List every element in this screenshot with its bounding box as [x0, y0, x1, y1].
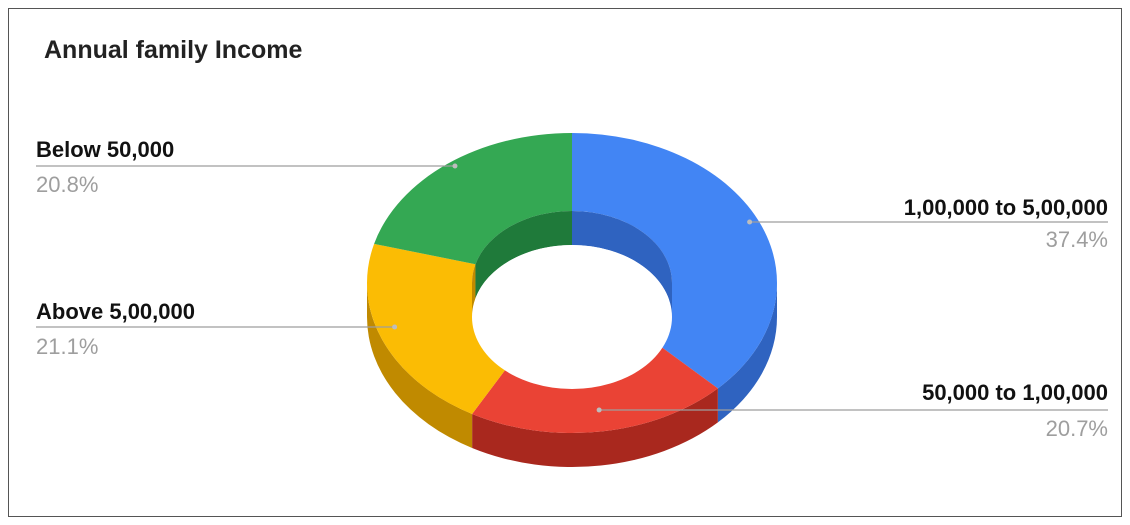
slice-top-3: [374, 133, 572, 265]
slice-labels: 1,00,000 to 5,00,000 37.4% 50,000 to 1,00,…: [36, 137, 1108, 441]
leader-dot-0: [747, 219, 753, 225]
donut-slices: [367, 133, 777, 433]
leader-dot-2: [392, 324, 398, 330]
slice-value-0: 37.4%: [1046, 227, 1108, 252]
slice-label-3: Below 50,000: [36, 137, 174, 162]
slice-label-0: 1,00,000 to 5,00,000: [904, 195, 1108, 220]
leader-dot-3: [452, 163, 458, 169]
slice-label-1: 50,000 to 1,00,000: [922, 380, 1108, 405]
donut-hole: [472, 245, 672, 389]
donut-sides: [367, 283, 777, 467]
leader-dot-1: [596, 407, 602, 413]
slice-side-0: [717, 283, 777, 423]
slice-inner-wall-0-1: [572, 211, 672, 317]
slice-top-0: [572, 133, 777, 389]
slice-top-2: [367, 243, 524, 414]
slice-inner-wall-2-0: [472, 264, 476, 317]
slice-label-2: Above 5,00,000: [36, 299, 195, 324]
slice-side-1: [472, 388, 718, 467]
slice-value-1: 20.7%: [1046, 416, 1108, 441]
slice-inner-wall-3-0: [475, 211, 572, 299]
slice-value-2: 21.1%: [36, 334, 98, 359]
chart-title: Annual family Income: [44, 36, 303, 64]
slice-side-2: [367, 283, 473, 448]
slice-value-3: 20.8%: [36, 172, 98, 197]
